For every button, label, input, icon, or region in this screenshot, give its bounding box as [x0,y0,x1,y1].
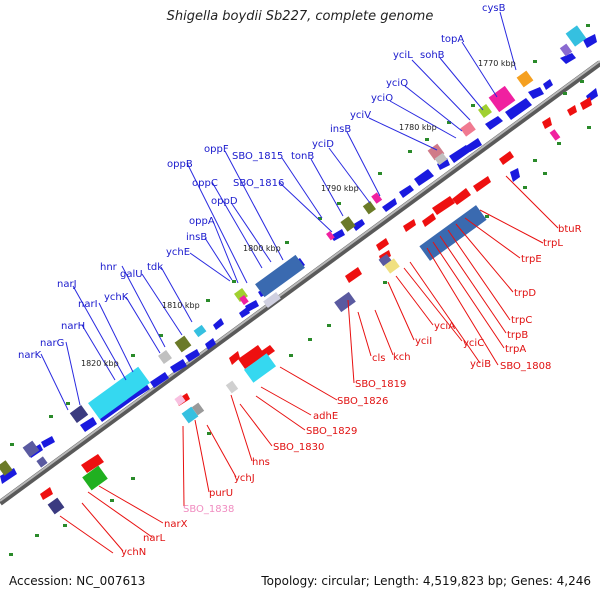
leader-lines-bottom [59,175,559,554]
gene-label: ychE [166,247,190,258]
gene-label: trpL [543,238,563,249]
gene-label: oppA [189,216,215,227]
gene-label: tdk [147,262,163,273]
tick-label: 1770 kbp [478,59,516,68]
gene-label: oppF [204,144,229,155]
gene-label: narI [78,299,98,310]
gene-label: SBO_1838 [183,504,234,515]
gene-label: SBO_1829 [306,426,357,437]
gene-label: narX [164,519,188,530]
gene-label: SBO_1816 [233,178,284,189]
gene-label: narK [18,350,42,361]
tick-label: 1810 kbp [162,301,200,310]
kbp-tick-labels: 1770 kbp 1780 kbp 1790 kbp 1800 kbp 1810… [81,59,516,368]
gene-label: cls [372,353,386,364]
gene-label: yciL [393,50,413,61]
gene-label: trpC [511,315,532,326]
gene-label: oppC [192,178,218,189]
gene-label: kch [393,352,411,363]
gene-label: ychJ [234,473,255,484]
tick-label: 1780 kbp [399,123,437,132]
gene-label: yciD [312,139,334,150]
feature-blocks [0,25,587,515]
gene-label: SBO_1808 [500,361,551,372]
gene-label: narJ [57,279,77,290]
leader-lines-top [40,11,517,411]
accession-text: Accession: NC_007613 [9,574,146,588]
gene-label: narH [61,321,85,332]
gene-label: yciB [470,359,491,370]
gene-labels-top: cysB topA sohB yciL yciQ yciO yciV insB … [18,3,506,361]
gene-label: yciA [434,321,455,332]
gene-label: yciV [350,110,371,121]
gene-label: SBO_1826 [337,396,388,407]
gene-label: trpA [505,344,526,355]
gene-label: galU [120,269,143,280]
gene-label: narL [143,533,166,544]
gene-label: yciI [415,336,432,347]
gene-label: ychN [121,547,146,558]
tick-label: 1800 kbp [243,244,281,253]
gene-label: cysB [482,3,506,14]
gene-label: trpB [507,330,528,341]
tick-label: 1820 kbp [81,359,119,368]
gene-label: SBO_1815 [232,151,283,162]
gene-label: insB [186,232,207,243]
genome-summary-text: Topology: circular; Length: 4,519,823 bp… [261,574,591,588]
genome-title: Shigella boydii Sb227, complete genome [166,9,434,24]
gene-label: trpE [521,254,542,265]
gene-label: adhE [313,411,338,422]
gene-label: yciC [463,338,484,349]
gene-label: insB [330,124,351,135]
gene-labels-bottom: btuR trpL trpE trpD trpC trpB trpA SBO_1… [121,224,582,558]
gene-label: oppB [167,159,193,170]
tick-label: 1790 kbp [321,184,359,193]
gene-label: btuR [558,224,582,235]
gene-label: purU [209,488,233,499]
gene-label: SBO_1830 [273,442,324,453]
gene-label: hnr [100,262,118,273]
gene-label: trpD [514,288,536,299]
gene-label: narG [40,338,64,349]
gene-label: hns [252,457,270,468]
gene-label: yciO [371,93,393,104]
gene-label: sohB [420,50,445,61]
dot-track-bottom [9,80,591,556]
gene-label: tonB [291,151,314,162]
gene-label: oppD [211,196,238,207]
genome-backbone [0,60,600,506]
gene-label: yciQ [386,78,408,89]
gene-label: topA [441,34,464,45]
gene-label: SBO_1819 [355,379,406,390]
gene-label: ychK [104,292,129,303]
